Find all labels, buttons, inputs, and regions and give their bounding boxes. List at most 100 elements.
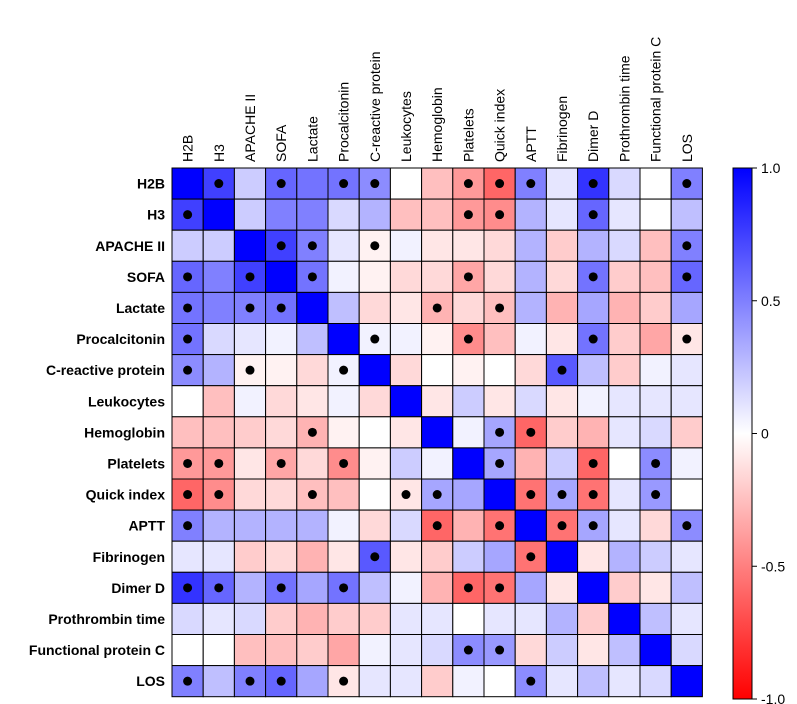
significance-dot — [245, 365, 255, 375]
cell-3-10 — [483, 260, 516, 293]
cell-6-14 — [608, 354, 641, 387]
significance-dot — [557, 521, 567, 531]
cell-15-7 — [389, 634, 423, 667]
significance-dot — [370, 241, 380, 251]
significance-dot — [370, 179, 380, 189]
significance-dot — [183, 303, 193, 313]
column-label: SOFA — [273, 124, 289, 162]
cell-10-3 — [265, 478, 298, 511]
cell-6-15 — [639, 354, 672, 387]
cell-9-8 — [421, 447, 454, 480]
cell-2-0 — [171, 229, 204, 262]
row-label: APACHE II — [95, 238, 165, 254]
significance-dot — [370, 334, 380, 344]
cell-1-12 — [545, 198, 579, 231]
significance-dot — [495, 179, 505, 189]
cell-0-12 — [545, 167, 579, 200]
significance-dot — [245, 303, 255, 313]
significance-dot — [463, 272, 473, 282]
cell-14-2 — [233, 602, 267, 636]
cell-3-15 — [639, 260, 672, 293]
cell-12-12 — [545, 540, 579, 573]
significance-dot — [307, 241, 317, 251]
column-label: C-reactive protein — [367, 52, 383, 163]
cell-8-16 — [670, 416, 703, 449]
cell-1-8 — [421, 198, 454, 231]
cell-16-4 — [296, 665, 329, 698]
column-label: Platelets — [460, 108, 476, 162]
cell-7-9 — [452, 385, 485, 418]
cell-6-1 — [202, 354, 235, 387]
significance-dot — [307, 490, 317, 500]
cell-7-1 — [202, 385, 235, 418]
cell-8-3 — [265, 416, 298, 449]
significance-dot — [307, 427, 317, 437]
cell-0-7 — [389, 167, 423, 200]
cell-10-5 — [327, 478, 360, 511]
cell-7-13 — [577, 385, 610, 418]
cell-1-2 — [233, 198, 267, 231]
significance-dot — [588, 210, 598, 220]
significance-dot — [526, 552, 536, 562]
cell-5-8 — [421, 323, 454, 356]
column-label: Functional protein C — [648, 37, 664, 162]
cell-7-12 — [545, 385, 579, 418]
colorbar-tick-label: 0.5 — [761, 293, 781, 309]
row-labels: H2B H3 APACHE II SOFA Lactate Procalcitonin C-… — [29, 176, 166, 690]
significance-dot — [339, 365, 349, 375]
colorbar-tick-label: -1.0 — [761, 691, 785, 704]
cell-1-7 — [389, 198, 423, 231]
cell-16-8 — [421, 665, 454, 698]
cell-4-1 — [202, 291, 235, 324]
cell-5-4 — [296, 323, 329, 356]
cell-8-2 — [233, 416, 267, 449]
cell-6-6 — [358, 354, 391, 387]
significance-dot — [495, 458, 505, 468]
column-label: APACHE II — [242, 94, 258, 162]
column-label: APTT — [523, 126, 539, 162]
cell-3-1 — [202, 260, 235, 293]
cell-6-10 — [483, 354, 516, 387]
significance-dot — [682, 521, 692, 531]
cell-15-16 — [670, 634, 703, 667]
row-label: Fibrinogen — [93, 549, 165, 565]
cell-3-14 — [608, 260, 641, 293]
column-labels: H2B H3 APACHE II SOFA Lactate Procalcitonin C-… — [180, 37, 695, 162]
cell-14-5 — [327, 602, 360, 636]
cell-12-0 — [171, 540, 204, 573]
cell-5-1 — [202, 323, 235, 356]
row-label: APTT — [128, 518, 165, 534]
column-label: Leukocytes — [398, 91, 414, 162]
cell-13-16 — [670, 571, 703, 604]
cell-8-5 — [327, 416, 360, 449]
significance-dot — [495, 645, 505, 655]
cell-3-13 — [577, 260, 610, 293]
row-label: Dimer D — [111, 580, 165, 596]
cell-14-8 — [421, 602, 454, 636]
cell-5-11 — [514, 323, 547, 356]
cell-3-6 — [358, 260, 391, 293]
cell-7-2 — [233, 385, 267, 418]
cell-14-12 — [545, 602, 579, 636]
significance-dot — [495, 521, 505, 531]
cell-16-11 — [514, 665, 547, 698]
row-label: Lactate — [116, 300, 165, 316]
cell-9-16 — [670, 447, 703, 480]
cell-1-16 — [670, 198, 703, 231]
cell-16-1 — [202, 665, 235, 698]
cell-3-12 — [545, 260, 579, 293]
cell-4-14 — [608, 291, 641, 324]
cell-0-15 — [639, 167, 672, 200]
cell-16-9 — [452, 665, 485, 698]
cell-8-8 — [421, 416, 454, 449]
significance-dot — [214, 490, 224, 500]
cell-7-5 — [327, 385, 360, 418]
cell-1-5 — [327, 198, 360, 231]
cell-12-9 — [452, 540, 485, 573]
significance-dot — [183, 210, 193, 220]
cell-2-7 — [389, 229, 423, 262]
cell-4-13 — [577, 291, 610, 324]
cell-9-9 — [452, 447, 485, 480]
cell-12-1 — [202, 540, 235, 573]
cell-14-11 — [514, 602, 547, 636]
